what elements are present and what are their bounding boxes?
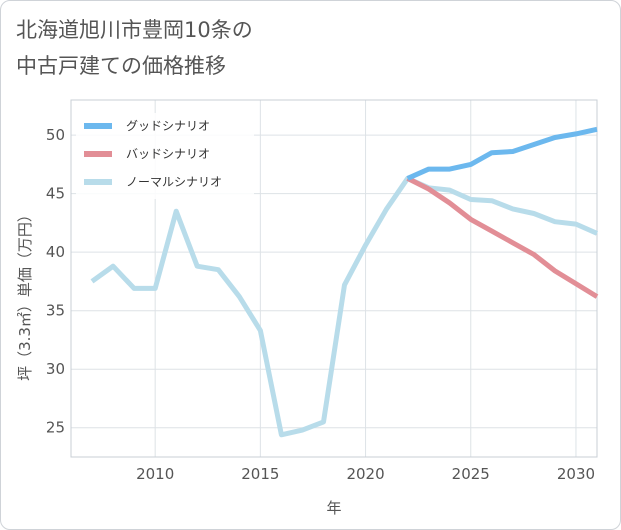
legend-label-2: ノーマルシナリオ [126, 175, 222, 189]
plot-border [70, 99, 598, 458]
y-tick-label: 45 [46, 185, 65, 203]
series-line-0 [406, 126, 598, 181]
x-tick-label: 2010 [136, 465, 174, 483]
x-tick-label: 2020 [346, 465, 384, 483]
x-tick-label: 2030 [557, 465, 595, 483]
series-line-2 [90, 175, 599, 438]
y-tick-label: 40 [46, 243, 65, 261]
x-tick-label: 2025 [452, 465, 490, 483]
grid [71, 100, 597, 457]
y-tick-label: 25 [46, 419, 65, 437]
x-axis-title: 年 [326, 499, 341, 517]
series-layer [90, 126, 599, 438]
legend-label-0: グッドシナリオ [126, 119, 210, 133]
chart-title-line2: 中古戸建ての価格推移 [16, 54, 226, 78]
y-tick-label: 35 [46, 302, 65, 320]
y-axis-title: 坪（3.3㎡）単価（万円） [16, 207, 34, 381]
series-line-1 [406, 176, 599, 299]
chart-title-line1: 北海道旭川市豊岡10条の [16, 18, 253, 42]
legend-label-1: バッドシナリオ [126, 147, 210, 161]
y-tick-label: 50 [46, 126, 65, 144]
x-axis-ticks: 2010 2015 2020 2025 2030 [136, 465, 595, 483]
y-axis-ticks: 25 30 35 40 45 50 [46, 126, 65, 437]
x-tick-label: 2015 [241, 465, 279, 483]
chart-title: 北海道旭川市豊岡10条の 中古戸建ての価格推移 [16, 12, 576, 84]
y-tick-label: 30 [46, 360, 65, 378]
